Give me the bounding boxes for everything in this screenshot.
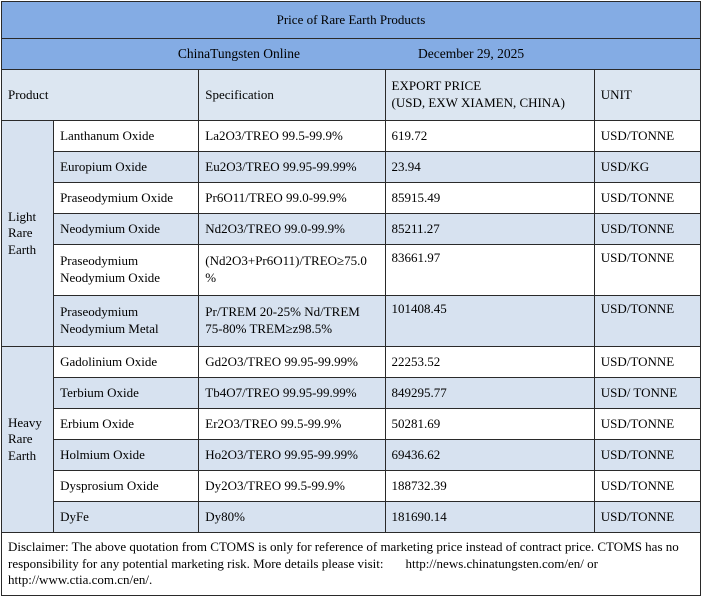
product-name: Dysprosium Oxide [53, 470, 200, 502]
export-price-line-2: (USD, EXW XIAMEN, CHINA) [391, 95, 565, 110]
table-row: Europium Oxide Eu2O3/TREO 99.95-99.99% 2… [2, 151, 702, 183]
column-header-export-price: EXPORT PRICE (USD, EXW XIAMEN, CHINA) [384, 69, 595, 121]
product-name: DyFe [53, 501, 200, 533]
product-price: 85915.49 [384, 182, 595, 214]
product-unit: USD/TONNE [593, 295, 702, 347]
product-unit: USD/KG [593, 151, 702, 183]
product-price: 619.72 [384, 120, 595, 152]
product-specification: Nd2O3/TREO 99.0-99.9% [198, 213, 386, 245]
product-price: 50281.69 [384, 408, 595, 440]
product-specification: Er2O3/TREO 99.5-99.9% [198, 408, 386, 440]
product-unit: USD/TONNE [593, 470, 702, 502]
category-heavy-rare-earth: Heavy Rare Earth [0, 346, 55, 533]
product-price: 69436.62 [384, 439, 595, 471]
product-name: Praseodymium Neodymium Metal [53, 295, 200, 347]
product-name: Lanthanum Oxide [53, 120, 200, 152]
column-header-row: Product Specification EXPORT PRICE (USD,… [0, 69, 702, 121]
product-name: Praseodymium Neodymium Oxide [53, 244, 200, 296]
product-specification: Eu2O3/TREO 99.95-99.99% [198, 151, 386, 183]
table-row: Heavy Rare Earth Gadolinium Oxide Gd2O3/… [0, 346, 702, 533]
product-unit: USD/TONNE [593, 213, 702, 245]
product-unit: USD/TONNE [593, 408, 702, 440]
subtitle-bar: ChinaTungsten Online December 29, 2025 [1, 38, 701, 70]
table-row: DyFe Dy80% 181690.14 USD/TONNE [2, 501, 702, 533]
product-specification: Tb4O7/TREO 99.95-99.99% [198, 377, 386, 409]
disclaimer-link-news[interactable]: http://news.chinatungsten.com/en/ [405, 555, 584, 571]
disclaimer: Disclaimer: The above quotation from CTO… [1, 532, 701, 596]
column-header-unit: UNIT [593, 69, 702, 121]
product-unit: USD/TONNE [593, 182, 702, 214]
product-name: Gadolinium Oxide [53, 346, 200, 378]
table-row: Praseodymium Oxide Pr6O11/TREO 99.0-99.9… [2, 182, 702, 214]
product-price: 85211.27 [384, 213, 595, 245]
product-specification: La2O3/TREO 99.5-99.9% [198, 120, 386, 152]
title-row: Price of Rare Earth Products [1, 1, 701, 39]
product-unit: USD/ TONNE [593, 377, 702, 409]
product-name: Terbium Oxide [53, 377, 200, 409]
column-header-product: Product [0, 69, 200, 121]
product-specification: Gd2O3/TREO 99.95-99.99% [198, 346, 386, 378]
table-row: Praseodymium Neodymium Oxide (Nd2O3+Pr6O… [2, 244, 702, 296]
disclaimer-period: . [149, 572, 153, 588]
product-price: 23.94 [384, 151, 595, 183]
product-unit: USD/TONNE [593, 439, 702, 471]
disclaimer-conjunction: or [587, 555, 598, 571]
disclaimer-row: Disclaimer: The above quotation from CTO… [1, 532, 701, 596]
export-price-line-1: EXPORT PRICE [391, 78, 482, 94]
page-title: Price of Rare Earth Products [1, 1, 701, 39]
product-price: 101408.45 [384, 295, 595, 347]
product-name: Europium Oxide [53, 151, 200, 183]
product-name: Erbium Oxide [53, 408, 200, 440]
product-price: 188732.39 [384, 470, 595, 502]
product-name: Holmium Oxide [53, 439, 200, 471]
subtitle-row: ChinaTungsten Online December 29, 2025 [1, 38, 701, 70]
subtitle-source: ChinaTungsten Online [177, 46, 301, 62]
product-price: 83661.97 [384, 244, 595, 296]
product-specification: Dy80% [198, 501, 386, 533]
table-row: Terbium Oxide Tb4O7/TREO 99.95-99.99% 84… [2, 377, 702, 409]
product-specification: Pr6O11/TREO 99.0-99.9% [198, 182, 386, 214]
product-price: 181690.14 [384, 501, 595, 533]
product-unit: USD/TONNE [593, 244, 702, 296]
subtitle-date: December 29, 2025 [418, 46, 525, 62]
table-row: Erbium Oxide Er2O3/TREO 99.5-99.9% 50281… [2, 408, 702, 440]
product-specification: (Nd2O3+Pr6O11)/TREO≥75.0 % [198, 244, 386, 296]
table-row: Neodymium Oxide Nd2O3/TREO 99.0-99.9% 85… [2, 213, 702, 245]
table-row: Praseodymium Neodymium Metal Pr/TREM 20-… [2, 295, 702, 347]
product-specification: Dy2O3/TREO 99.5-99.9% [198, 470, 386, 502]
product-price: 849295.77 [384, 377, 595, 409]
category-light-rare-earth: Light Rare Earth [0, 120, 55, 347]
product-unit: USD/TONNE [593, 346, 702, 378]
product-specification: Ho2O3/TERO 99.95-99.99% [198, 439, 386, 471]
product-unit: USD/TONNE [593, 501, 702, 533]
product-price: 22253.52 [384, 346, 595, 378]
product-unit: USD/TONNE [593, 120, 702, 152]
product-specification: Pr/TREM 20-25% Nd/TREM 75-80% TREM≥z98.5… [198, 295, 386, 347]
table-row: Light Rare Earth Lanthanum Oxide La2O3/T… [0, 120, 702, 347]
column-header-specification: Specification [198, 69, 386, 121]
disclaimer-link-ctia[interactable]: http://www.ctia.com.cn/en/ [8, 572, 150, 588]
table-row: Holmium Oxide Ho2O3/TERO 99.95-99.99% 69… [2, 439, 702, 471]
product-name: Praseodymium Oxide [53, 182, 200, 214]
table-row: Dysprosium Oxide Dy2O3/TREO 99.5-99.9% 1… [2, 470, 702, 502]
product-name: Neodymium Oxide [53, 213, 200, 245]
